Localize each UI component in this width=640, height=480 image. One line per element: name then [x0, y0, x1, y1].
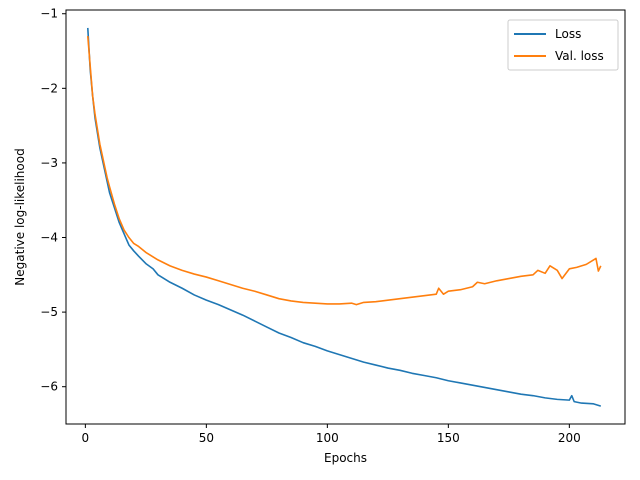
x-tick-label: 0: [82, 431, 90, 445]
y-tick-label: −4: [40, 231, 58, 245]
ticks-layer: 0 50 100 150 200 −6 −5 −4 −3 −2 −1: [40, 7, 580, 445]
x-tick-label: 100: [316, 431, 339, 445]
x-axis-label: Epochs: [324, 451, 367, 465]
legend-label-val-loss: Val. loss: [555, 49, 604, 63]
y-tick-label: −6: [40, 380, 58, 394]
legend-label-loss: Loss: [555, 27, 581, 41]
x-tick-label: 150: [437, 431, 460, 445]
series-layer: [86, 27, 602, 407]
x-tick-label: 50: [199, 431, 214, 445]
y-tick-label: −3: [40, 156, 58, 170]
x-tick-label: 200: [558, 431, 581, 445]
series-line-loss: [86, 27, 602, 407]
y-axis-label: Negative log-likelihood: [13, 148, 27, 285]
y-tick-label: −1: [40, 7, 58, 21]
axes-frame: [65, 9, 626, 425]
legend-box: [507, 19, 619, 71]
series-line-val-loss: [86, 36, 602, 306]
legend: Loss Val. loss: [507, 19, 619, 71]
y-tick-label: −2: [40, 81, 58, 95]
plot-area: [65, 9, 626, 425]
y-tick-label: −5: [40, 305, 58, 319]
